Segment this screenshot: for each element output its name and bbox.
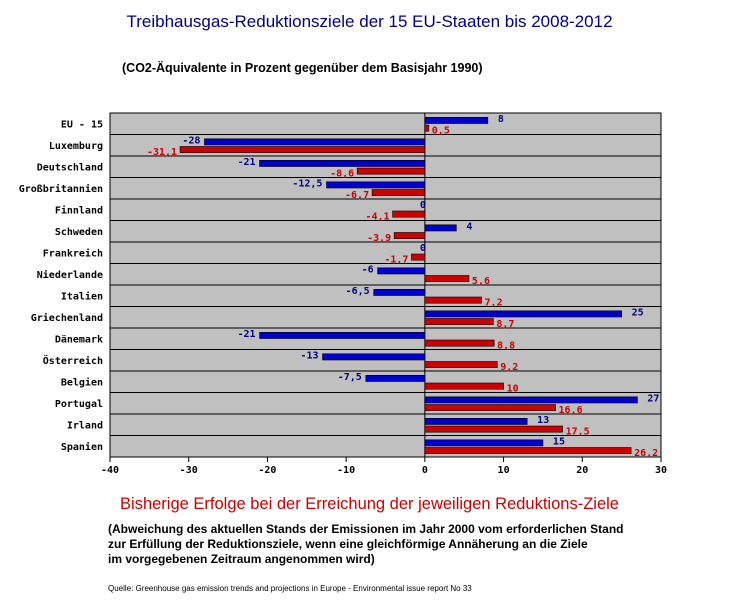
x-tick-label: -30: [180, 465, 198, 476]
value-label-progress: -3,9: [367, 233, 391, 244]
value-label-progress: -6,7: [345, 190, 369, 201]
value-label-target: 8: [498, 114, 504, 125]
value-label-target: -6: [362, 264, 374, 275]
bar-progress: [179, 146, 426, 153]
bar-target: [424, 310, 622, 318]
bar-progress: [411, 253, 426, 261]
category-label: Spanien: [61, 441, 103, 453]
value-label-target: -21: [237, 157, 255, 168]
bar-progress: [424, 296, 482, 304]
bar-target: [424, 396, 638, 404]
category-label: Dänemark: [55, 334, 103, 345]
bar-progress: [424, 382, 504, 390]
value-label-target: 4: [466, 221, 472, 232]
bar-target: [424, 117, 489, 124]
bar-target: [373, 288, 426, 296]
chart-title: Treibhausgas-Reduktionsziele der 15 EU-S…: [126, 12, 613, 31]
category-label: Großbritannien: [19, 183, 103, 195]
value-label-target: 25: [632, 307, 644, 318]
value-label-progress: 10: [507, 384, 519, 395]
bar-target: [424, 439, 544, 447]
chart-subtitle: (CO2-Äquivalente in Prozent gegenüber de…: [122, 61, 483, 75]
value-label-target: 27: [647, 393, 659, 404]
category-label: Schweden: [55, 227, 103, 238]
value-label-target: 13: [537, 415, 549, 426]
bar-progress: [424, 275, 470, 282]
x-tick-label: 0: [422, 465, 428, 476]
value-label-progress: 8,7: [496, 319, 514, 330]
explanation-line: im vorgegebenen Zeitraum angenommen wird…: [108, 552, 375, 566]
value-label-progress: -4,1: [365, 212, 389, 223]
bar-progress: [356, 167, 426, 175]
bar-target: [424, 417, 528, 425]
explanation-text: (Abweichung des aktuellen Stands der Emi…: [108, 522, 623, 567]
bar-progress: [424, 318, 494, 325]
x-tick-label: 20: [576, 465, 588, 476]
bar-progress: [392, 210, 426, 218]
bar-target: [326, 181, 426, 189]
source-note: Quelle: Greenhouse gas emission trends a…: [108, 584, 472, 593]
value-label-target: -13: [300, 350, 318, 361]
bar-progress: [424, 339, 495, 347]
section-heading: Bisherige Erfolge bei der Erreichung der…: [120, 495, 619, 513]
value-label-target: 15: [553, 436, 565, 447]
value-label-target: -21: [237, 329, 255, 340]
explanation-line: zur Erfüllung der Reduktionsziele, wenn …: [108, 537, 588, 551]
value-label-progress: 0,5: [432, 126, 450, 137]
x-tick-label: -20: [258, 465, 276, 476]
category-label: Luxemburg: [49, 141, 103, 152]
x-tick-label: 10: [498, 465, 510, 476]
value-label-progress: 17,5: [566, 427, 590, 438]
bar-progress: [424, 404, 556, 411]
category-label: Niederlande: [37, 269, 103, 281]
value-label-target: -7,5: [338, 372, 362, 383]
x-tick-label: -40: [101, 465, 119, 476]
value-label-progress: 26,2: [634, 448, 658, 459]
value-label-progress: 7,2: [485, 298, 503, 309]
value-label-target: 0: [420, 200, 426, 211]
category-label: Portugal: [55, 399, 103, 410]
value-label-target: -28: [182, 135, 200, 146]
bar-target: [259, 331, 426, 339]
category-label: Finnland: [55, 204, 103, 216]
value-label-progress: -31,1: [147, 147, 177, 158]
category-label: Griechenland: [31, 312, 103, 324]
bar-progress: [424, 447, 632, 454]
x-tick-label: -10: [337, 465, 355, 476]
bar-progress: [424, 124, 430, 132]
value-label-progress: -8,6: [330, 169, 354, 180]
value-label-target: -6,5: [346, 286, 370, 297]
bar-progress: [424, 425, 563, 433]
category-label: Frankreich: [43, 247, 103, 259]
value-label-target: 0: [420, 243, 426, 254]
value-label-progress: 16,6: [559, 405, 583, 416]
bar-target: [204, 138, 426, 146]
value-label-progress: -1,7: [384, 255, 408, 266]
category-label: Belgien: [61, 376, 103, 388]
bar-target: [377, 267, 426, 275]
bar-target: [259, 160, 426, 167]
explanation-line: (Abweichung des aktuellen Stands der Emi…: [108, 522, 624, 536]
bar-progress: [393, 232, 426, 239]
bar-progress: [371, 189, 426, 196]
category-label: Österreich: [43, 353, 103, 367]
category-label: Irland: [67, 420, 103, 431]
value-label-progress: 8,8: [497, 341, 515, 352]
value-label-progress: 9,2: [500, 362, 518, 373]
value-label-progress: 5,6: [472, 276, 490, 287]
x-tick-label: 30: [655, 465, 667, 476]
bar-target: [365, 374, 426, 382]
value-label-target: -12,5: [292, 178, 322, 189]
category-label: EU - 15: [61, 119, 103, 130]
bar-target: [322, 353, 426, 361]
bar-progress: [424, 361, 498, 368]
category-label: Italien: [61, 290, 103, 302]
category-label: Deutschland: [37, 162, 103, 173]
bar-target: [424, 224, 457, 232]
